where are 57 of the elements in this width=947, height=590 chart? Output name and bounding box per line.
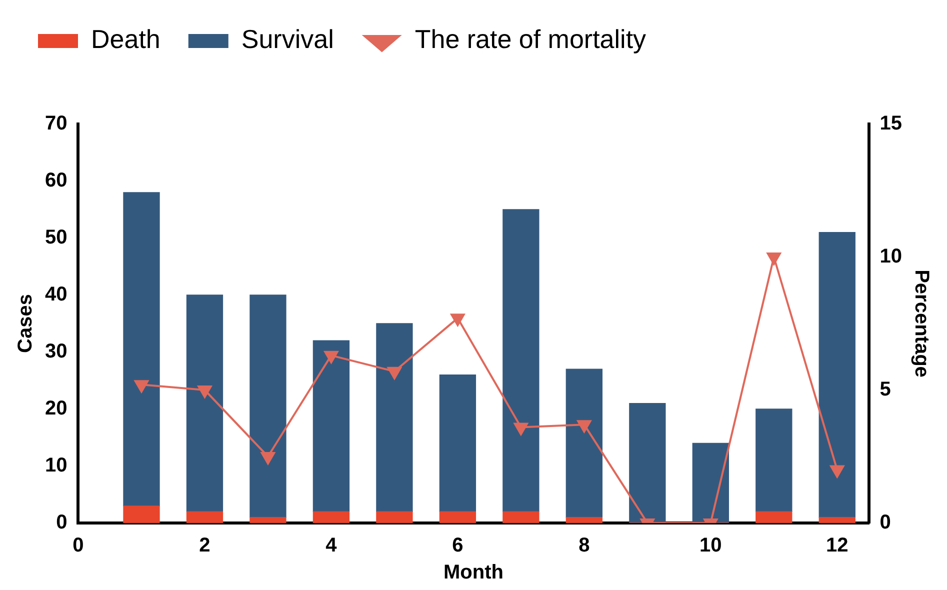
point: [198, 386, 212, 398]
point: [514, 422, 528, 436]
bar: [566, 368, 602, 518]
point: [577, 420, 592, 433]
bar: [186, 511, 224, 523]
point: [324, 350, 338, 364]
y-axis-title: Cases: [14, 294, 37, 353]
bar: [818, 232, 856, 518]
y-tick-label: 70: [44, 112, 68, 135]
point: [450, 314, 465, 326]
y2-axis-title: Percentage: [910, 270, 932, 378]
bar: [629, 402, 666, 523]
bar: [250, 516, 286, 523]
legend-label: Death: [91, 24, 160, 54]
x-tick-label: 0: [72, 534, 84, 557]
y-tick-label: 0: [56, 512, 68, 534]
bar: [312, 340, 350, 512]
bar: [502, 511, 540, 523]
y-tick-label: 20: [44, 398, 68, 420]
x-tick-label: 4: [326, 534, 338, 557]
x-axis-title: Month: [444, 562, 504, 584]
legend-label: The rate of mortality: [414, 24, 646, 54]
bar: [692, 442, 729, 523]
y2-tick-label: 0: [880, 512, 891, 534]
y2-tick-label: 10: [880, 246, 902, 268]
bar: [756, 511, 792, 523]
y-tick-label: 30: [44, 340, 68, 363]
y2-tick-label: 15: [880, 112, 902, 135]
bar: [376, 323, 413, 512]
y-tick-label: 40: [44, 284, 68, 306]
x-tick-label: 12: [826, 534, 848, 557]
bar: [502, 209, 540, 512]
y2-tick-label: 5: [880, 378, 891, 401]
bar: [123, 506, 160, 523]
bar: [250, 294, 286, 518]
x-tick-label: 2: [199, 534, 210, 557]
point: [830, 465, 844, 478]
y-tick-label: 60: [44, 170, 68, 192]
point: [387, 366, 402, 380]
y-tick-label: 10: [44, 454, 68, 477]
legend-label: Survival: [241, 24, 334, 54]
point: [766, 252, 781, 265]
bar: [818, 516, 856, 523]
bar: [186, 294, 224, 512]
point: [134, 380, 149, 393]
bar: [566, 516, 602, 523]
bar: [439, 374, 476, 512]
point: [260, 452, 276, 464]
bar: [123, 192, 160, 506]
x-tick-label: 10: [700, 534, 722, 557]
bar: [312, 511, 350, 523]
bar: [756, 408, 792, 512]
bar: [376, 511, 413, 523]
bar: [439, 511, 476, 523]
x-tick-label: 8: [578, 534, 590, 557]
x-tick-label: 6: [452, 534, 464, 557]
y-tick-label: 50: [44, 226, 68, 249]
